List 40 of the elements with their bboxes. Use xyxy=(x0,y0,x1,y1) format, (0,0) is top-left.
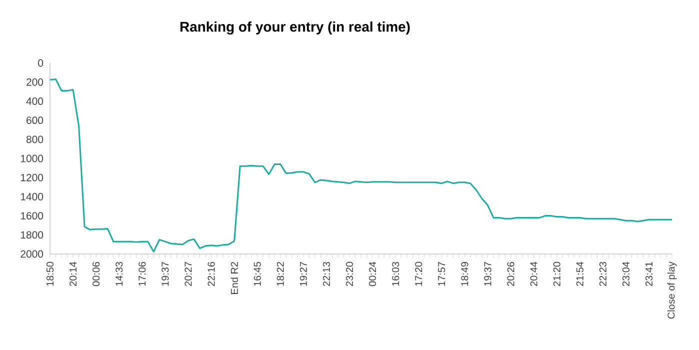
x-tick-label: 18:50 xyxy=(46,262,54,286)
y-tick-label: 1600 xyxy=(21,212,44,220)
x-tick-label: 16:45 xyxy=(254,262,261,286)
x-tick-label: 20:14 xyxy=(70,262,77,286)
x-tick-label: 17:06 xyxy=(138,262,146,286)
x-tick-label: 20:44 xyxy=(530,262,538,286)
y-tick-label: 400 xyxy=(26,98,44,105)
y-tick-label: 600 xyxy=(26,116,44,124)
x-tick-label: 17:20 xyxy=(415,262,422,286)
x-tick-label: Close of play xyxy=(667,262,677,319)
x-tick-label: 23:41 xyxy=(645,262,652,286)
x-tick-label: 18:22 xyxy=(276,262,284,286)
y-tick-label: 0 xyxy=(38,59,44,67)
chart-title: Ranking of your entry (in real time) xyxy=(180,21,410,35)
x-tick-label: 23:20 xyxy=(346,262,354,286)
y-tick-label: 200 xyxy=(26,78,44,86)
x-tick-label: 21:54 xyxy=(576,262,584,286)
x-tick-label: 16:03 xyxy=(392,262,400,286)
x-tick-label: 18:49 xyxy=(461,262,468,286)
y-tick-label: 800 xyxy=(26,136,44,144)
x-tick-label: 22:23 xyxy=(599,262,606,286)
y-tick-label: 1400 xyxy=(21,193,44,200)
x-tick-label: 21:20 xyxy=(553,262,560,286)
x-tick-label: 20:26 xyxy=(507,262,514,286)
x-tick-label: 23:04 xyxy=(622,262,630,286)
x-tick-label: 19:37 xyxy=(162,262,169,286)
x-tick-label: End R2 xyxy=(230,262,238,294)
y-tick-label: 2000 xyxy=(20,250,44,258)
x-tick-label: 19:27 xyxy=(300,262,307,286)
x-tick-label: 17:57 xyxy=(438,262,446,286)
x-tick-label: 22:16 xyxy=(208,262,215,286)
x-tick-label: 00:06 xyxy=(92,262,100,286)
y-tick-label: 1800 xyxy=(21,231,44,239)
x-tick-label: 14:33 xyxy=(116,262,123,286)
y-tick-label: 1200 xyxy=(21,174,44,182)
x-tick-label: 00:24 xyxy=(369,262,376,286)
x-tick-label: 22:13 xyxy=(322,262,330,286)
x-tick-label: 19:37 xyxy=(484,262,492,286)
y-tick-label: 1000 xyxy=(21,154,44,162)
x-tick-label: 20:27 xyxy=(184,262,192,286)
